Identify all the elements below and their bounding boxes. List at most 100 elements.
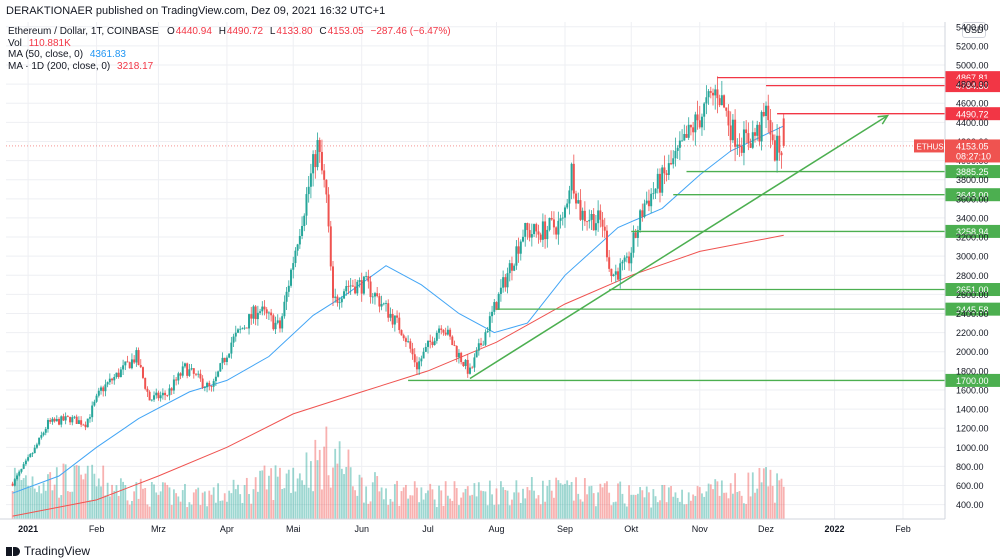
- candle-body: [128, 362, 131, 369]
- candle-body: [429, 340, 432, 342]
- currency-button[interactable]: USD: [962, 22, 986, 38]
- volume-bar: [559, 483, 562, 519]
- volume-bar: [230, 493, 233, 519]
- volume-bar: [519, 502, 522, 519]
- volume-bar: [751, 472, 754, 519]
- volume-bar: [495, 488, 498, 519]
- volume-bar: [738, 491, 741, 519]
- volume-bar: [451, 500, 454, 519]
- volume-bar: [678, 501, 681, 519]
- volume-bar: [672, 496, 675, 519]
- candle-body: [254, 306, 257, 320]
- low-label: L: [269, 26, 276, 37]
- volume-bar: [621, 493, 624, 519]
- volume-bar: [270, 468, 273, 519]
- volume-bar: [493, 504, 496, 519]
- volume-bar: [296, 478, 299, 519]
- candle-body: [181, 366, 184, 376]
- candle-body: [175, 379, 178, 381]
- volume-bar: [776, 473, 778, 519]
- price-tick-label: 1800.00: [956, 366, 989, 376]
- volume-bar: [20, 479, 23, 519]
- support-level-tag: [945, 373, 1000, 387]
- candle-body: [314, 154, 317, 168]
- tradingview-logo[interactable]: TradingView: [6, 544, 90, 558]
- volume-bar: [767, 486, 770, 519]
- volume-bar: [168, 487, 171, 519]
- candle-body: [358, 280, 361, 282]
- candle-body: [155, 392, 158, 396]
- volume-bar: [73, 465, 76, 519]
- candle-body: [705, 97, 708, 104]
- resistance-level-tag: [945, 79, 1000, 93]
- candle-body: [378, 296, 381, 307]
- candle-body: [93, 401, 96, 406]
- volume-bar: [435, 507, 438, 519]
- volume-bar: [471, 494, 474, 519]
- volume-bar: [736, 491, 739, 519]
- volume-bar: [723, 492, 725, 519]
- volume-bar: [336, 463, 339, 519]
- volume-bar: [274, 465, 277, 519]
- candle-body: [391, 314, 394, 325]
- volume-bar: [690, 500, 692, 519]
- candle-body: [658, 173, 661, 193]
- volume-bar: [756, 488, 759, 519]
- volume-bar: [111, 484, 113, 519]
- volume-bar: [687, 492, 690, 519]
- legend-ma200-row[interactable]: MA · 1D (200, close, 0) 3218.17: [8, 61, 455, 73]
- volume-bar: [380, 487, 383, 519]
- legend-volume-row[interactable]: Vol 110.881K: [8, 38, 455, 50]
- candle-body: [192, 368, 195, 374]
- volume-bar: [298, 473, 301, 519]
- candle-body: [144, 377, 147, 389]
- candle-body: [550, 217, 553, 220]
- price-tick-label: 4800.00: [956, 80, 989, 90]
- candle-body: [647, 200, 650, 207]
- legend-ma50-row[interactable]: MA (50, close, 0) 4361.83: [8, 49, 455, 61]
- volume-bar: [250, 503, 253, 519]
- volume-bar: [142, 488, 144, 519]
- candle-body: [170, 388, 173, 391]
- candle-body: [108, 378, 111, 383]
- candle-body: [393, 315, 396, 325]
- candle-body: [670, 163, 673, 165]
- candle-body: [402, 335, 405, 339]
- volume-bar: [453, 481, 456, 519]
- volume-bar: [541, 480, 544, 519]
- volume-bar: [572, 500, 575, 519]
- symbol-title[interactable]: Ethereum / Dollar, 1T, COINBASE: [8, 26, 159, 37]
- volume-bar: [100, 486, 102, 519]
- candle-body: [731, 119, 734, 141]
- candle-body: [729, 125, 732, 141]
- volume-bar: [80, 474, 83, 519]
- candle-body: [776, 135, 779, 161]
- time-tick-label: Aug: [488, 524, 504, 534]
- candle-body: [267, 312, 270, 314]
- volume-bar: [64, 464, 67, 519]
- volume-bar: [131, 500, 133, 519]
- volume-bar: [192, 492, 195, 519]
- volume-bar: [623, 503, 626, 519]
- candle-body: [528, 230, 531, 238]
- candle-body: [179, 373, 182, 376]
- volume-bar: [676, 497, 679, 519]
- candle-body: [407, 341, 410, 343]
- bar-countdown-label: 08:27:10: [956, 151, 991, 161]
- candle-body: [387, 303, 390, 318]
- candle-body: [164, 392, 167, 396]
- price-tick-label: 1400.00: [956, 405, 989, 415]
- candle-body: [278, 320, 281, 329]
- volume-bar: [650, 507, 653, 519]
- candle-body: [62, 416, 65, 421]
- candle-body: [281, 316, 284, 329]
- volume-bar: [612, 502, 615, 519]
- time-tick-label: Mai: [286, 524, 301, 534]
- candle-body: [663, 167, 666, 174]
- candle-body: [336, 296, 339, 303]
- candle-body: [734, 119, 737, 147]
- candle-body: [150, 399, 153, 401]
- volume-bar: [705, 491, 708, 519]
- candle-body: [177, 373, 180, 381]
